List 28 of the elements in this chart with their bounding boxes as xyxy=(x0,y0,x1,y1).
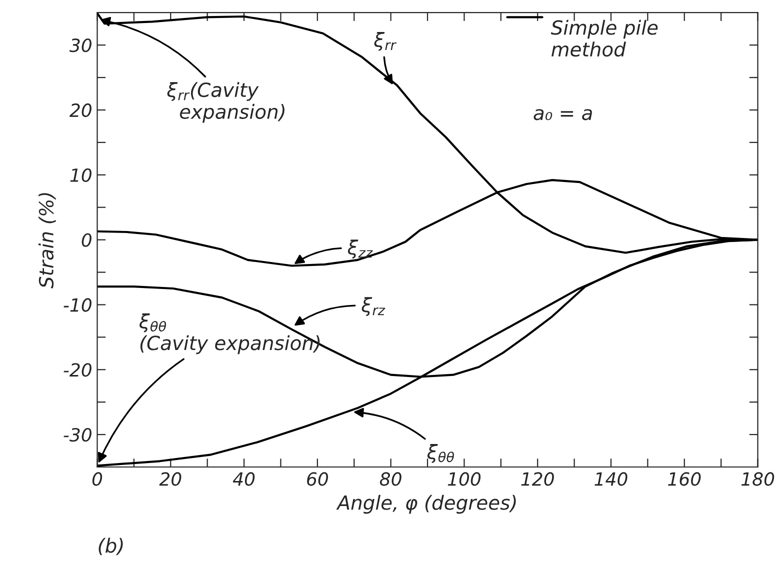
x-tick-label: 100 xyxy=(448,472,481,486)
annotation: ξ$_{θθ}$ xyxy=(427,444,454,463)
y-tick-label: 20 xyxy=(69,103,92,118)
y-tick-label: 30 xyxy=(69,38,92,52)
text: (b) xyxy=(98,538,123,556)
x-tick-label: 20 xyxy=(159,472,182,486)
annotation: ξ$_{θθ}$ (Cavity expansion) xyxy=(140,313,320,354)
x-tick-label: 60 xyxy=(307,472,328,486)
annotation: ξ$_{rr}$(Cavity expansion) xyxy=(167,82,284,123)
x-tick-label: 0 xyxy=(92,472,102,486)
x-axis-title: Angle, φ (degrees) xyxy=(336,494,516,514)
x-tick-label: 120 xyxy=(521,472,554,486)
x-tick-label: 160 xyxy=(668,472,701,486)
annotation: Simple pile method xyxy=(550,20,658,57)
x-tick-label: 80 xyxy=(380,472,402,486)
y-tick-label: -30 xyxy=(64,428,92,442)
y-tick-label: -20 xyxy=(64,363,92,377)
x-tick-label: 140 xyxy=(594,472,628,486)
y-tick-label: 0 xyxy=(82,233,92,247)
annotation: ξ$_{rz}$ xyxy=(362,297,386,316)
annotation: ξ$_{rr}$ xyxy=(374,32,397,51)
annotation: a₀ = a xyxy=(534,109,592,120)
y-tick-label: 10 xyxy=(70,168,92,182)
y-axis-title: Strain (%) xyxy=(38,193,56,288)
y-tick-label: -10 xyxy=(64,298,92,312)
x-tick-label: 180 xyxy=(741,472,774,486)
x-tick-label: 40 xyxy=(232,472,255,486)
annotation: ξ$_{zz}$ xyxy=(348,240,373,259)
